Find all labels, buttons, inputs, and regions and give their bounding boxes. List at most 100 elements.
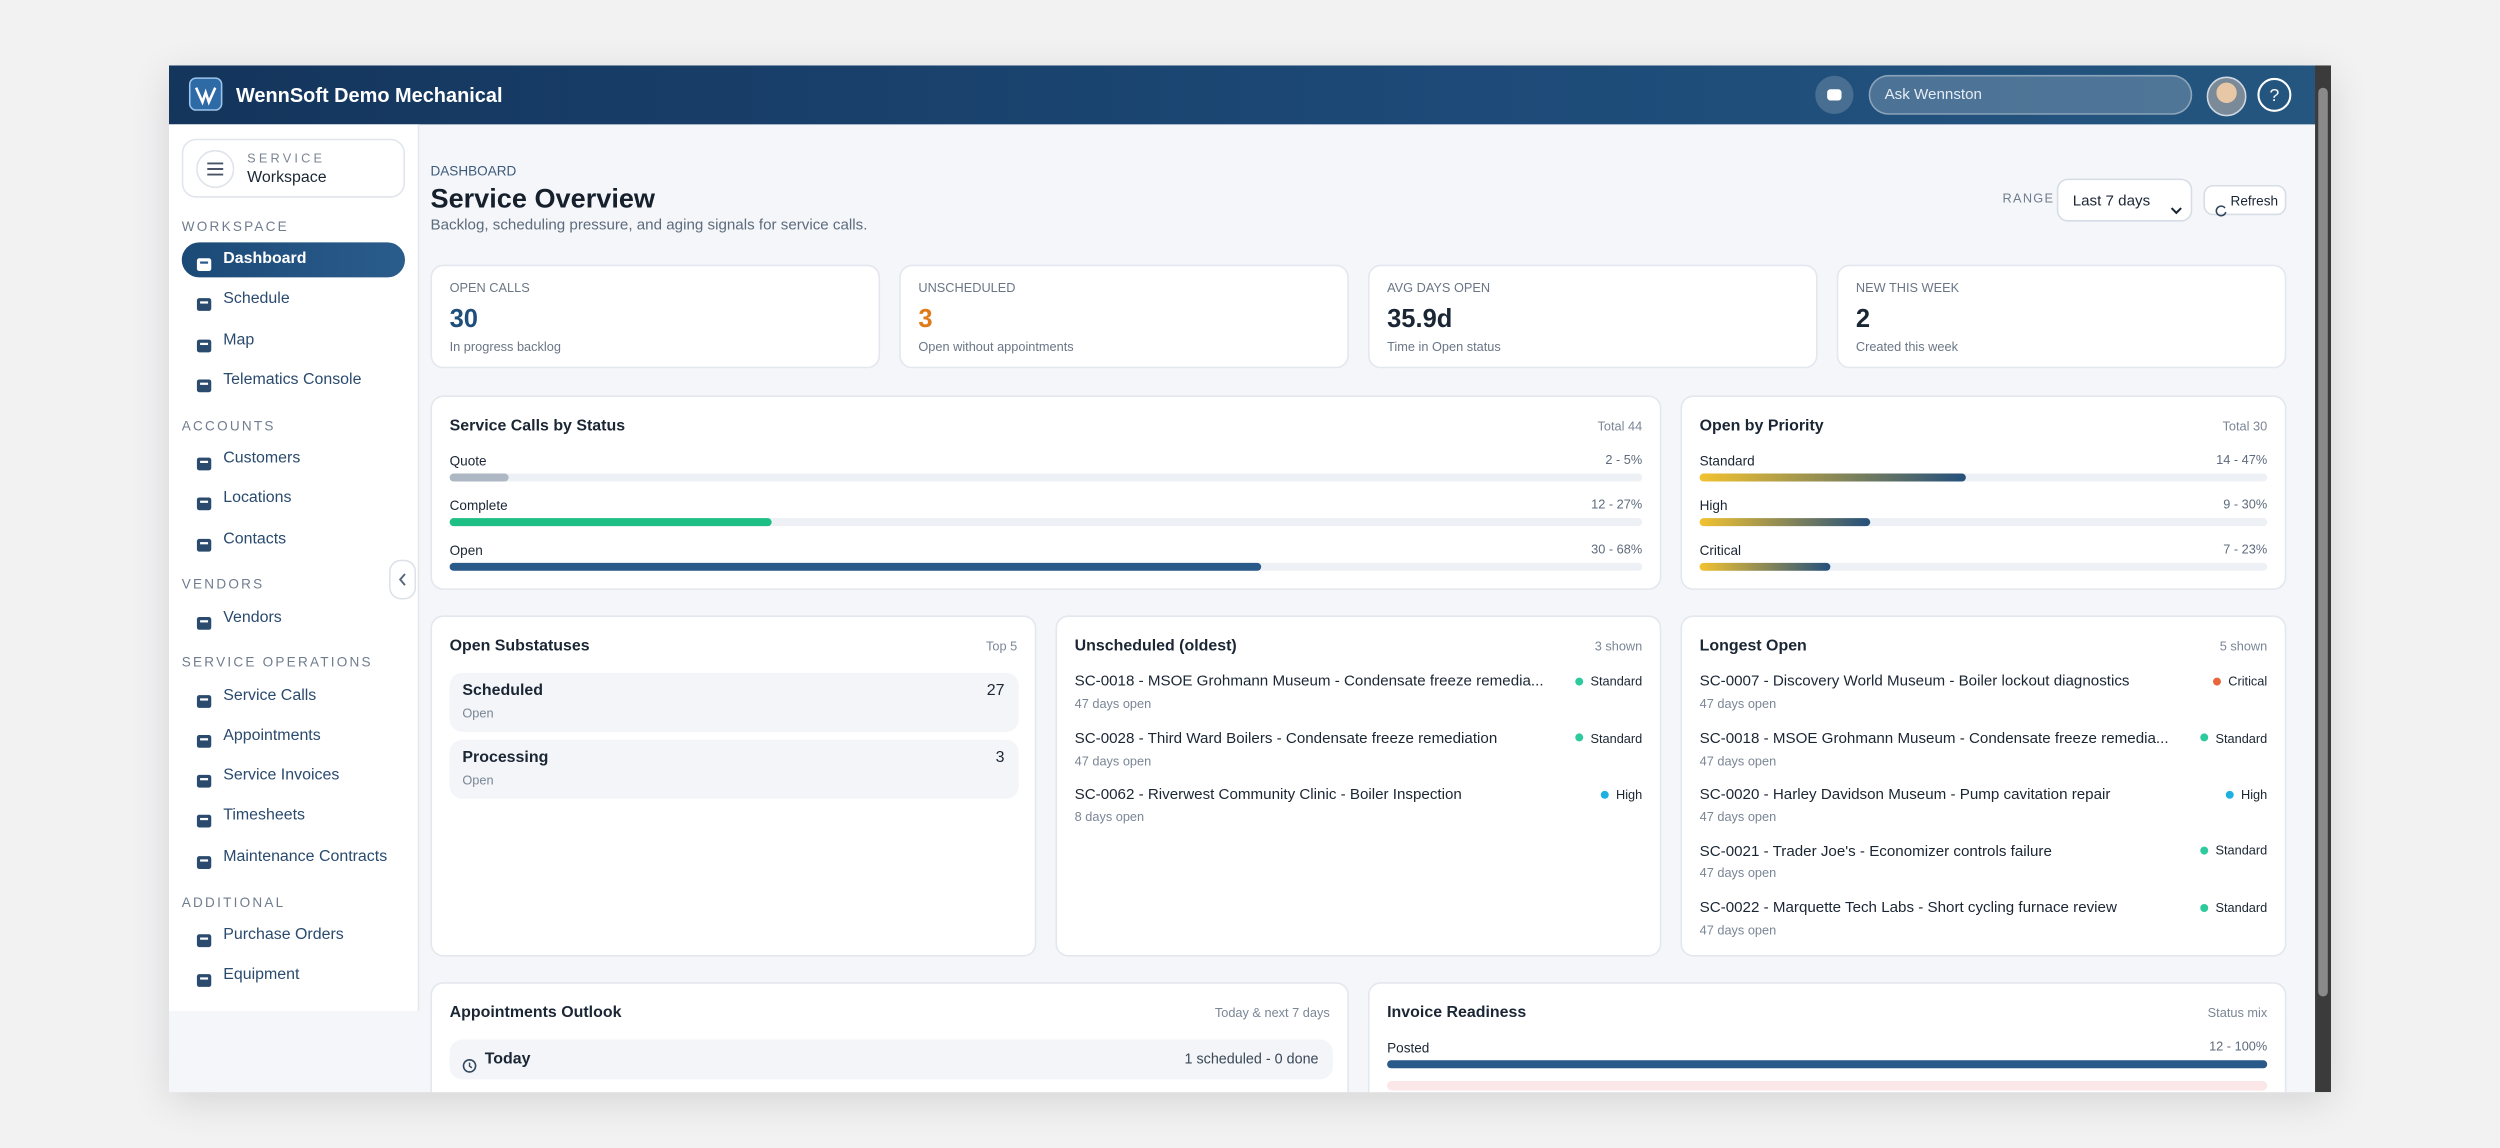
collapse-button[interactable] [389,559,417,600]
nav-item[interactable]: Telematics Console [223,371,362,389]
call-title[interactable]: SC-0018 - MSOE Grohmann Museum - Condens… [1074,673,1544,691]
card-tag: Top 5 [986,639,1018,654]
call-title[interactable]: SC-0007 - Discovery World Museum - Boile… [1699,673,2130,691]
call-title[interactable]: SC-0062 - Riverwest Community Clinic - B… [1074,786,1462,804]
bar-value-label: 12 - 100% [2209,1039,2268,1055]
substatus-status: Open [462,706,494,721]
call-title[interactable]: SC-0020 - Harley Davidson Museum - Pump … [1699,786,2111,804]
nav-item[interactable]: Service Calls [223,686,317,704]
bar [1699,473,1967,482]
nav-icon-svg [196,815,212,829]
bar-label: Quote [449,452,487,469]
priority_card-card: Open by Priority Total 30 Standard 14 - 47%… [1680,395,2287,590]
nav-section-title: ACCOUNTS [181,417,276,434]
call-age: 47 days open [1699,809,1777,825]
nav-item[interactable]: Map [223,330,255,349]
call-title[interactable]: SC-0028 - Third Ward Boilers - Condensat… [1074,729,1498,748]
priority-dot [1575,677,1584,686]
bar [449,518,772,527]
kpi-label: UNSCHEDULED [918,280,1016,296]
nav-item[interactable]: Vendors [223,608,282,626]
bar-value-label: 30 - 68% [1591,542,1643,557]
module-switcher[interactable]: SERVICE Workspace [181,138,405,198]
kpi-value: 30 [449,306,478,334]
card-tag: Status mix [2207,1006,2268,1021]
priority-dot [2200,903,2209,912]
substatus-status: Open [462,773,494,788]
nav-icon-svg [196,338,212,352]
card-tag: Total 30 [2222,419,2268,434]
range-label: RANGE [2002,191,2055,206]
kpi-label: NEW THIS WEEK [1855,280,1960,296]
refresh-button[interactable]: Refresh [2203,184,2287,216]
nav-item[interactable]: Service Invoices [223,767,340,785]
kpi-card: AVG DAYS OPEN 35.9d Time in Open status [1367,264,1818,369]
call-age: 47 days open [1074,753,1152,768]
call-age: 47 days open [1699,753,1777,768]
card-title: Open Substatuses [449,637,590,656]
priority-dot [2213,677,2221,686]
search-placeholder: Ask Wennston [1884,86,1982,105]
nav-item[interactable]: Schedule [223,290,290,309]
call-title[interactable]: SC-0018 - MSOE Grohmann Museum - Condens… [1699,729,2169,748]
bar-label: High [1699,497,1728,514]
range-value: Last 7 days [2072,192,2151,211]
bar-track [1699,518,2268,527]
nav-icon-svg [196,258,212,272]
invoice-card: Invoice Readiness Status mix Posted 12 - 10… [1367,982,2287,1093]
nav-item[interactable]: Equipment [223,966,300,984]
card-title: Longest Open [1699,637,1807,656]
avatar[interactable] [2206,76,2247,117]
nav-icon [196,610,212,629]
assistant-button[interactable] [1814,75,1854,115]
call-title[interactable]: SC-0022 - Marquette Tech Labs - Short cy… [1699,899,2117,917]
top-bar: WennSoft Demo Mechanical Ask Wennston? [169,65,2331,125]
nav-icon [196,849,212,869]
menu-icon-svg [196,149,235,189]
nav-item[interactable]: Appointments [223,726,321,745]
nav-icon-svg [196,775,212,788]
bar-value-label: 2 - 5% [1605,453,1643,468]
kpi-label: AVG DAYS OPEN [1387,280,1491,296]
clock-icon [462,1052,477,1073]
substatus-count: 3 [995,749,1005,767]
search-box[interactable]: Ask Wennston [1868,74,2193,115]
priority-label: Standard [1590,731,1643,746]
status_card-card: Service Calls by Status Total 44 Quote 2 - … [430,395,1662,590]
nav-item[interactable]: Purchase Orders [223,925,344,944]
nav-icon [196,927,212,947]
priority-dot [1575,734,1584,743]
nav-icon-svg [196,497,212,511]
nav-item[interactable]: Maintenance Contracts [223,847,388,866]
kpi-note: Open without appointments [918,339,1074,355]
logo [188,77,223,112]
bar-track [449,518,1643,527]
nav-item[interactable]: Contacts [223,530,287,548]
nav-icon-svg [196,538,212,551]
call-age: 47 days open [1699,866,1777,881]
module-label: SERVICE [247,151,326,167]
nav-icon-svg [196,694,212,708]
kpi-note: Created this week [1855,339,1958,355]
help-button[interactable]: ? [2256,77,2293,114]
call-age: 47 days open [1699,697,1777,712]
kpi-card: NEW THIS WEEK 2 Created this week [1836,264,2287,369]
card-tag: 5 shown [2219,639,2268,654]
call-title[interactable]: SC-0021 - Trader Joe's - Economizer cont… [1699,842,2052,861]
range-select[interactable]: Last 7 days [2056,178,2193,222]
bar-label: Critical [1699,541,1742,558]
refresh-icon [2215,195,2228,216]
nav-item[interactable]: Customers [223,449,301,467]
nav-item[interactable]: Timesheets [223,807,306,825]
nav-icon [196,728,212,748]
nav-item[interactable]: Dashboard [223,250,307,268]
nav-icon [196,491,212,511]
next-row-track [1387,1080,2268,1091]
priority-dot [2200,846,2209,855]
nav-item[interactable]: Locations [223,489,292,508]
nav-icon [196,333,212,352]
bar-value-label: 7 - 23% [2223,542,2268,557]
clock-icon-svg [462,1058,477,1073]
bar-label: Open [449,541,483,558]
